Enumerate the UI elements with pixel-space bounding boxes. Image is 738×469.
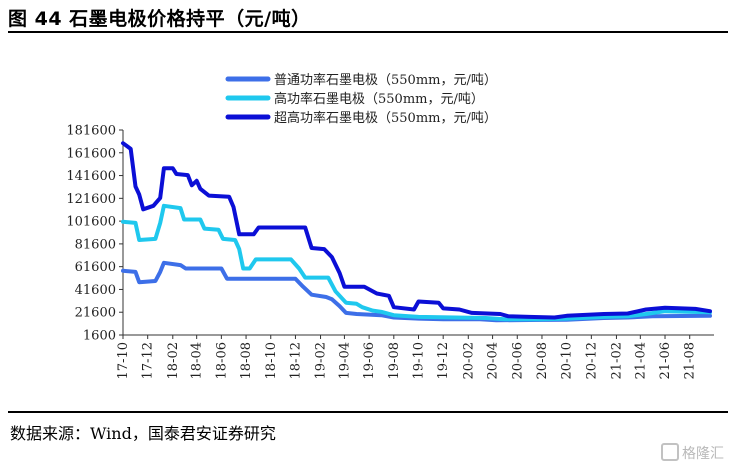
x-tick-label: 21-02 [609,342,624,379]
x-tick-label: 18-12 [288,342,303,379]
x-tick-label: 18-02 [166,342,181,379]
chart-legend: 普通功率石墨电极（550mm，元/吨） 高功率石墨电极（550mm，元/吨） 超高功… [225,72,497,126]
series-line-3 [121,141,712,320]
x-tick-label: 20-12 [584,342,599,379]
legend-label-3: 超高功率石墨电极（550mm，元/吨） [274,110,497,126]
y-tick-label: 141600 [66,169,116,184]
x-tick-label: 19-08 [387,342,402,379]
x-tick-label: 20-02 [461,342,476,379]
x-tick-label: 20-10 [560,342,575,379]
x-tick-label: 18-08 [239,342,254,379]
data-source-note: 数据来源：Wind，国泰君安证券研究 [10,424,276,443]
x-tick-label: 19-12 [436,342,451,379]
x-tick-label: 21-04 [633,342,648,379]
x-tick-label: 17-12 [141,342,156,379]
x-tick-label: 18-10 [264,342,279,379]
x-tick-label: 21-06 [658,342,673,379]
series-line-2 [121,203,712,322]
x-tick-label: 19-06 [362,342,377,379]
y-tick-label: 1600 [83,329,116,344]
x-tick-label: 20-06 [510,342,525,379]
y-tick-label: 121600 [66,192,116,207]
y-tick-label: 61600 [75,260,116,275]
x-tick-label: 20-08 [535,342,550,379]
watermark: 格隆汇 [661,443,724,463]
chart-series [121,141,712,323]
chart-axes: 1600 21600 41600 61600 81600 101600 121600 1416… [66,124,714,379]
watermark-logo-icon [661,443,679,461]
x-tick-label: 21-08 [683,342,698,379]
x-tick-label: 17-10 [116,342,131,379]
x-tick-label: 19-02 [314,342,329,379]
bottom-rule [8,411,728,413]
y-tick-label: 81600 [75,237,116,252]
legend-label-1: 普通功率石墨电极（550mm，元/吨） [274,72,497,88]
x-tick-label: 19-10 [412,342,427,379]
y-tick-label: 21600 [75,306,116,321]
x-tick-label: 18-04 [190,342,205,379]
y-tick-label: 181600 [66,124,116,139]
y-tick-label: 41600 [75,283,116,298]
x-tick-label: 19-04 [337,342,352,379]
x-tick-label: 18-06 [214,342,229,379]
watermark-text: 格隆汇 [682,446,724,462]
y-tick-label: 161600 [66,146,116,161]
figure-title: 图 44 石墨电极价格持平（元/吨） [8,8,311,30]
top-rule [8,31,728,33]
legend-label-2: 高功率石墨电极（550mm，元/吨） [274,91,484,107]
y-tick-label: 101600 [66,215,116,230]
x-tick-label: 20-04 [486,342,501,379]
